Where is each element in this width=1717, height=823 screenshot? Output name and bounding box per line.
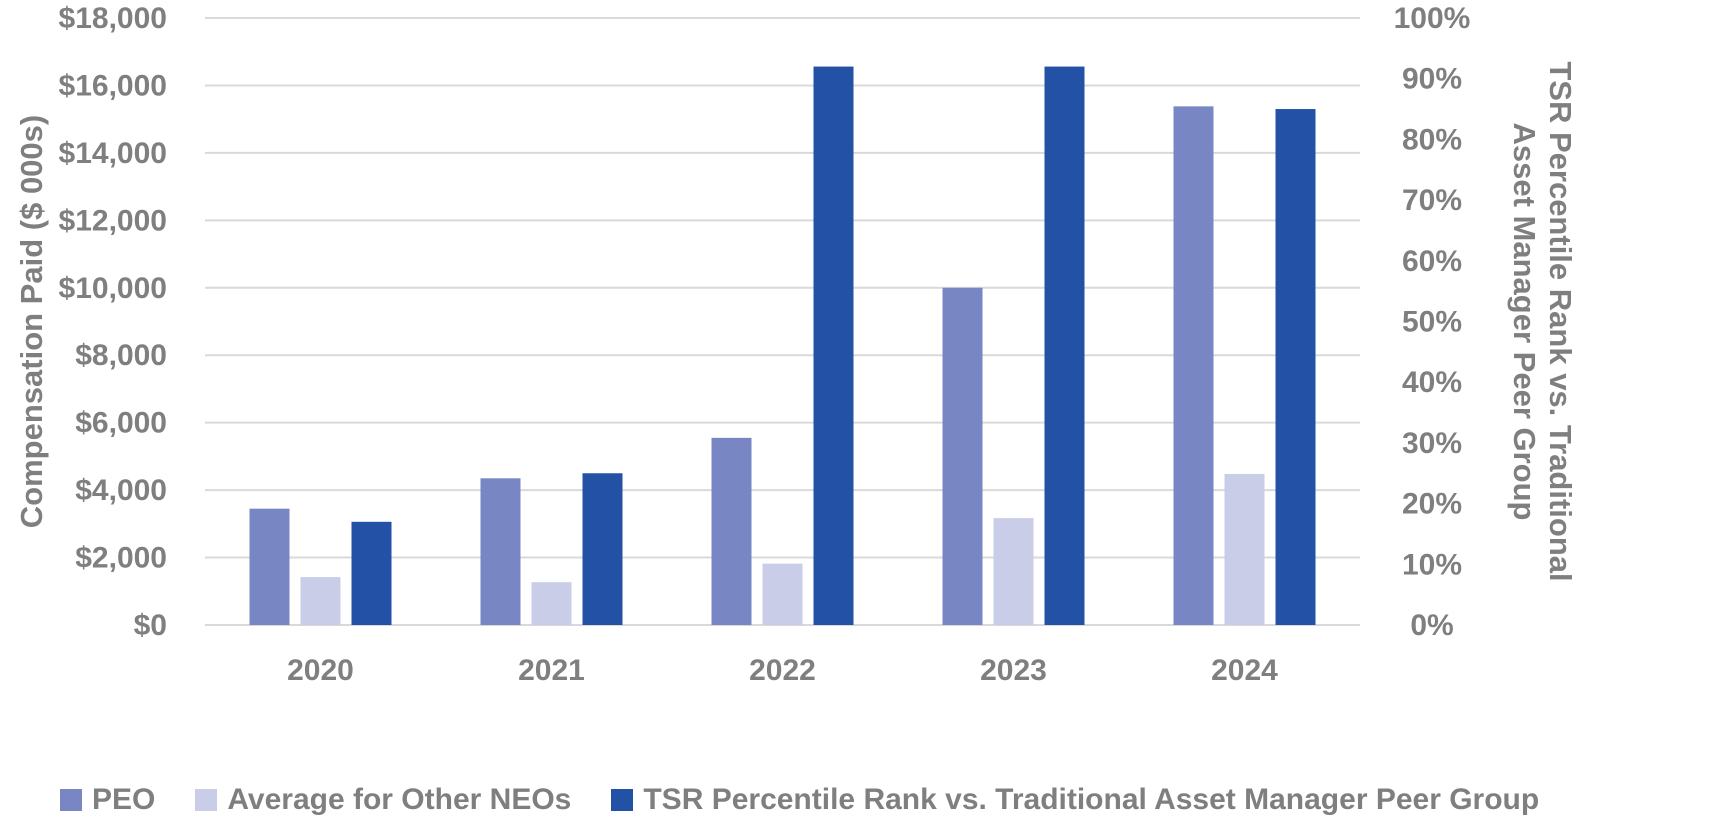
legend: PEO Average for Other NEOs TSR Percentile … — [0, 783, 1717, 817]
x-axis-ticks: 2020 2021 2022 2023 2024 — [287, 654, 1278, 687]
bar-2020-2 — [300, 577, 341, 625]
legend-label: Average for Other NEOs — [227, 783, 572, 816]
left-tick-label: $8,000 — [75, 339, 167, 372]
legend-item: TSR Percentile Rank vs. Traditional Asse… — [611, 783, 1539, 817]
x-tick-label: 2023 — [980, 654, 1047, 687]
bar-2020-3 — [351, 521, 392, 625]
bar-2023-2 — [993, 518, 1034, 625]
bar-2021-2 — [531, 582, 572, 625]
right-tick-label: 60% — [1402, 245, 1462, 278]
right-tick-label: 0% — [1410, 609, 1453, 642]
x-tick-label: 2022 — [749, 654, 816, 687]
bar-2023-3 — [1044, 66, 1085, 625]
right-axis-title-line: TSR Percentile Rank vs. Traditional — [1543, 61, 1578, 581]
bar-2021-1 — [480, 478, 521, 625]
right-tick-label: 30% — [1402, 427, 1462, 460]
chart-plot: $0 $2,000 $4,000 $6,000 $8,000 $10,000 $12,000… — [14, 2, 1578, 687]
left-tick-label: $6,000 — [75, 407, 167, 440]
left-tick-label: $4,000 — [75, 474, 167, 507]
legend-swatch — [611, 789, 634, 811]
left-axis-ticks: $0 $2,000 $4,000 $6,000 $8,000 $10,000 $12,000… — [59, 2, 167, 642]
left-tick-label: $18,000 — [59, 2, 167, 35]
left-axis-title: Compensation Paid ($ 000s) — [14, 115, 49, 528]
bar-2022-1 — [711, 437, 752, 625]
bar-2022-2 — [762, 563, 803, 625]
right-tick-label: 10% — [1402, 548, 1462, 581]
legend-swatch — [195, 789, 218, 811]
left-tick-label: $0 — [134, 609, 167, 642]
right-axis-title-line: Asset Manager Peer Group — [1507, 123, 1542, 521]
bar-2024-2 — [1224, 473, 1265, 625]
right-tick-label: 100% — [1394, 2, 1471, 35]
bar-2022-3 — [813, 66, 854, 625]
legend-item: Average for Other NEOs — [195, 783, 571, 817]
right-axis-title: TSR Percentile Rank vs. TraditionalAsset… — [1507, 61, 1578, 581]
bar-2024-1 — [1173, 106, 1214, 625]
right-tick-label: 50% — [1402, 306, 1462, 339]
right-tick-label: 70% — [1402, 184, 1462, 217]
legend-label: TSR Percentile Rank vs. Traditional Asse… — [643, 783, 1540, 816]
x-tick-label: 2021 — [518, 654, 585, 687]
left-tick-label: $16,000 — [59, 69, 167, 102]
right-tick-label: 90% — [1402, 63, 1462, 96]
x-tick-label: 2024 — [1211, 654, 1278, 687]
bars — [249, 66, 1316, 626]
legend-label: PEO — [92, 783, 156, 816]
left-tick-label: $2,000 — [75, 542, 167, 575]
legend-swatch — [60, 789, 82, 811]
bar-2024-3 — [1275, 109, 1316, 626]
right-axis-ticks: 0% 10% 20% 30% 40% 50% 60% 70% 80% 90% 100% — [1394, 2, 1471, 642]
bar-2023-1 — [942, 287, 983, 625]
right-tick-label: 40% — [1402, 366, 1462, 399]
left-tick-label: $14,000 — [59, 137, 167, 170]
bar-2020-1 — [249, 508, 290, 625]
left-tick-label: $10,000 — [59, 272, 167, 305]
x-tick-label: 2020 — [287, 654, 354, 687]
right-tick-label: 20% — [1402, 488, 1462, 521]
legend-item: PEO — [60, 783, 155, 817]
bar-2021-3 — [582, 473, 623, 625]
right-tick-label: 80% — [1402, 123, 1462, 156]
gridlines — [205, 17, 1360, 626]
left-tick-label: $12,000 — [59, 204, 167, 237]
